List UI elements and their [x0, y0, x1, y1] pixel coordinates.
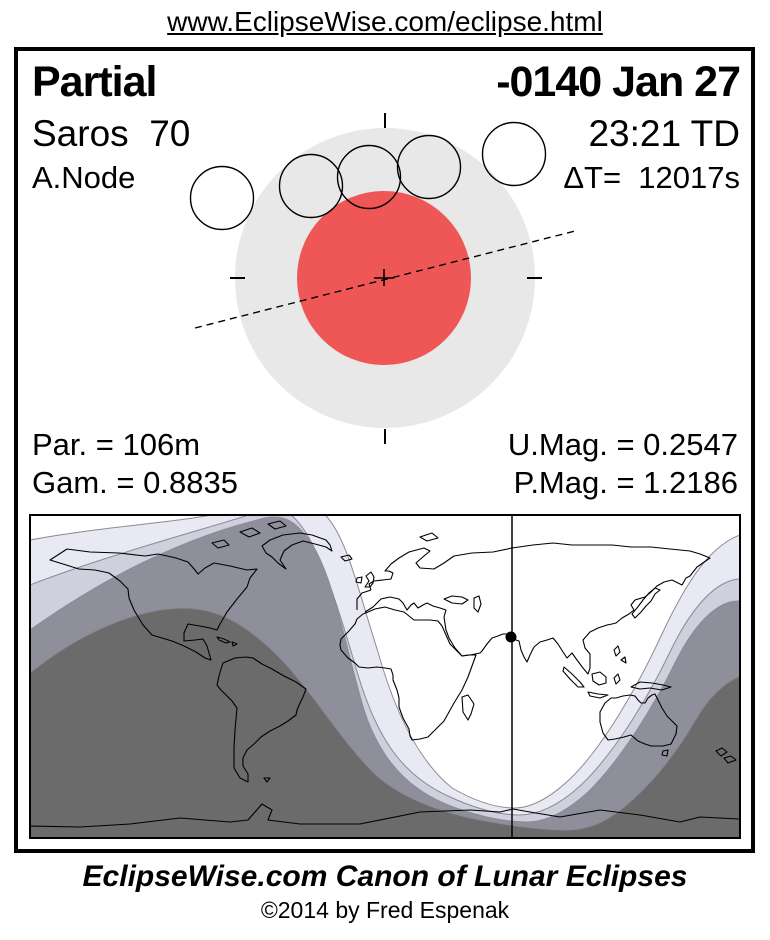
saros-label: Saros 70: [32, 113, 191, 154]
shadow-center-cross: [374, 269, 394, 286]
zone-no-eclipse-dark: [29, 607, 746, 849]
moon-circle-u4: [396, 134, 462, 200]
eclipse-time-label: 23:21 TD: [588, 113, 740, 154]
eclipse-date-label: -0140 Jan 27: [496, 58, 741, 106]
moon-circle-p1: [189, 165, 255, 231]
moon-path-line: [194, 230, 576, 329]
node-label: A.Node: [32, 160, 136, 195]
visibility-map-frame: [29, 501, 746, 849]
moon-circle-u1: [278, 153, 344, 219]
eclipse-diagram: [189, 113, 576, 444]
penumbral-magnitude-stat: P.Mag. = 1.2186: [513, 465, 738, 500]
main-frame: [14, 47, 755, 853]
sub-lunar-point: [505, 631, 517, 643]
moon-circle-p4: [481, 121, 547, 187]
gamma-stat: Gam. = 0.8835: [32, 465, 238, 500]
umbral-magnitude-stat: U.Mag. = 0.2547: [507, 427, 738, 462]
moon-circle-greatest: [336, 144, 402, 210]
page-url-link[interactable]: www.EclipseWise.com/eclipse.html: [167, 6, 603, 37]
moon-contact-circles: [189, 121, 547, 231]
coastlines: [29, 520, 740, 828]
eclipse-type-label: Partial: [32, 58, 157, 106]
visibility-map: [29, 501, 746, 849]
delta-t-label: ΔT= 12017s: [563, 160, 740, 195]
footer-title: EclipseWise.com Canon of Lunar Eclipses: [82, 860, 688, 893]
footer-copyright: ©2014 by Fred Espenak: [260, 897, 510, 923]
partial-duration-stat: Par. = 106m: [32, 427, 201, 462]
shadow-axis-ticks: [230, 113, 542, 444]
